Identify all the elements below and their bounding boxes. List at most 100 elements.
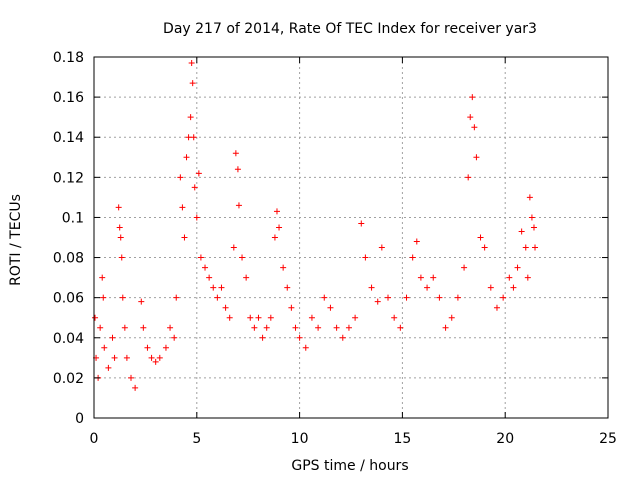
data-point	[358, 220, 365, 227]
data-point	[100, 294, 107, 301]
data-point	[267, 314, 274, 321]
x-tick-labels: 0 5 10 15 20 25	[90, 431, 617, 447]
data-point	[506, 274, 513, 281]
data-point	[235, 202, 242, 209]
data-point	[532, 244, 539, 251]
data-point	[461, 264, 468, 271]
data-point	[230, 244, 237, 251]
data-point	[179, 204, 186, 211]
data-point	[273, 208, 280, 215]
data-point	[121, 324, 128, 331]
data-point	[183, 154, 190, 161]
data-point	[391, 314, 398, 321]
data-point	[469, 94, 476, 101]
x-tick-label: 10	[291, 431, 309, 447]
data-point	[140, 324, 147, 331]
data-point	[327, 304, 334, 311]
data-point	[171, 334, 178, 341]
data-point	[234, 166, 241, 173]
chart-title: Day 217 of 2014, Rate Of TEC Index for r…	[163, 21, 537, 37]
data-point	[101, 344, 108, 351]
x-tick-label: 5	[192, 431, 201, 447]
data-point	[292, 324, 299, 331]
data-point	[173, 294, 180, 301]
y-tick-label: 0.1	[62, 210, 84, 226]
data-point	[156, 354, 163, 361]
data-point	[202, 264, 209, 271]
plot-frame	[93, 56, 609, 419]
data-point	[118, 254, 125, 261]
data-point	[378, 244, 385, 251]
x-tick-label: 25	[599, 431, 617, 447]
data-point	[467, 114, 474, 121]
data-point	[487, 284, 494, 291]
data-point	[226, 314, 233, 321]
data-point	[263, 324, 270, 331]
data-point	[210, 284, 217, 291]
data-point	[477, 234, 484, 241]
grid-lines	[94, 57, 608, 418]
data-point	[97, 324, 104, 331]
data-point	[339, 334, 346, 341]
data-point	[397, 324, 404, 331]
data-point	[193, 214, 200, 221]
y-tick-label: 0.18	[53, 50, 84, 66]
y-axis-title: ROTI / TECUs	[8, 194, 24, 286]
y-tick-label: 0.12	[53, 170, 84, 186]
data-point	[116, 224, 123, 231]
data-point	[189, 80, 196, 87]
data-point	[128, 374, 135, 381]
data-point	[465, 174, 472, 181]
data-point	[255, 314, 262, 321]
data-point	[152, 358, 159, 365]
data-point	[385, 294, 392, 301]
x-tick-label: 15	[393, 431, 411, 447]
data-point	[514, 264, 521, 271]
data-point	[144, 344, 151, 351]
data-point	[162, 344, 169, 351]
data-point	[271, 234, 278, 241]
data-point	[259, 334, 266, 341]
data-point	[308, 314, 315, 321]
data-point	[123, 354, 130, 361]
data-point	[518, 228, 525, 235]
data-point	[524, 274, 531, 281]
data-point	[115, 204, 122, 211]
x-tick-label: 20	[496, 431, 514, 447]
data-point	[374, 298, 381, 305]
data-point	[188, 60, 195, 67]
data-point	[526, 194, 533, 201]
data-point	[111, 354, 118, 361]
data-point	[167, 324, 174, 331]
data-point	[345, 324, 352, 331]
y-tick-label: 0.08	[53, 251, 84, 267]
data-point	[493, 304, 500, 311]
data-point	[296, 334, 303, 341]
y-tick-label: 0.14	[53, 130, 84, 146]
data-point	[500, 294, 507, 301]
data-point	[528, 214, 535, 221]
data-point	[333, 324, 340, 331]
data-point	[190, 134, 197, 141]
data-points	[92, 60, 539, 391]
x-tick-label: 0	[90, 431, 99, 447]
data-point	[284, 284, 291, 291]
data-point	[105, 364, 112, 371]
data-point	[368, 284, 375, 291]
y-tick-labels: 0 0.02 0.04 0.06 0.08 0.1 0.12 0.14 0.16 0.18	[53, 50, 84, 427]
data-point	[181, 234, 188, 241]
data-point	[195, 170, 202, 177]
y-tick-label: 0.02	[53, 371, 84, 387]
data-point	[222, 304, 229, 311]
data-point	[413, 238, 420, 245]
data-point	[206, 274, 213, 281]
y-tick-label: 0.04	[53, 331, 84, 347]
data-point	[510, 284, 517, 291]
data-point	[352, 314, 359, 321]
data-point	[99, 274, 106, 281]
data-point	[177, 174, 184, 181]
data-point	[280, 264, 287, 271]
data-point	[436, 294, 443, 301]
data-point	[117, 234, 124, 241]
data-point	[276, 224, 283, 231]
